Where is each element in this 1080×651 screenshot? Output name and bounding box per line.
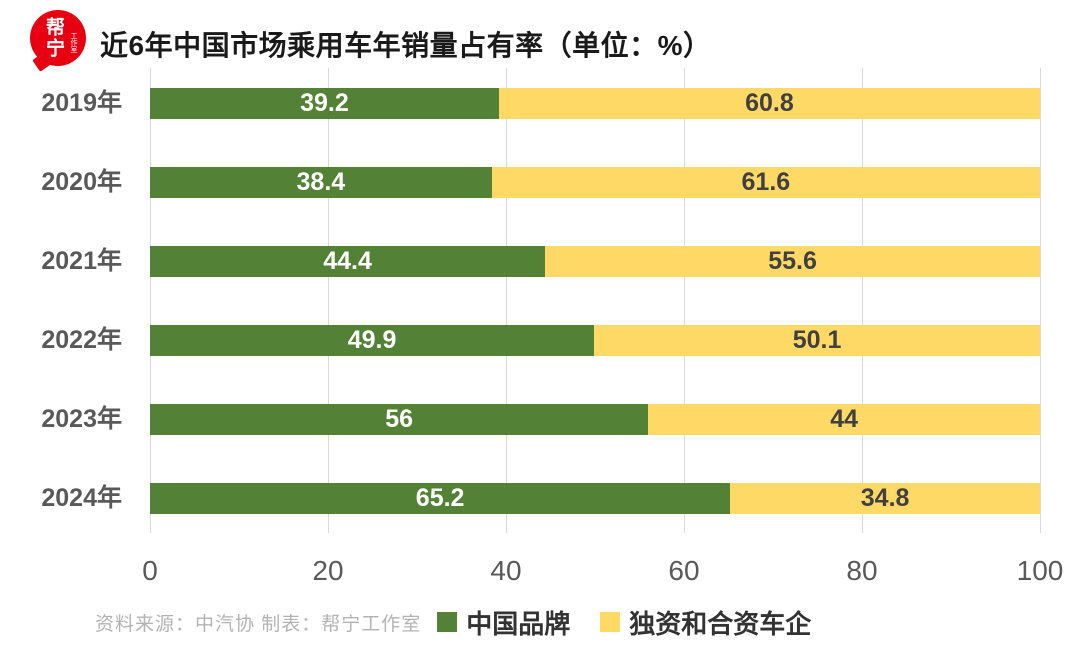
category-label: 2024年 — [41, 484, 122, 512]
category-label: 2021年 — [41, 247, 122, 275]
segment-foreign-joint-venture: 61.6 — [491, 167, 1040, 198]
segment-foreign-joint-venture: 44 — [648, 404, 1040, 435]
legend-item-foreign-joint-venture: 独资和合资车企 — [600, 604, 811, 641]
value-label: 65.2 — [415, 484, 465, 512]
x-axis-tick-label: 0 — [142, 555, 158, 586]
chart-title: 近6年中国市场乘用车年销量占有率（单位：%） — [100, 30, 712, 61]
legend-swatch-foreign-joint-venture — [600, 612, 621, 632]
segment-foreign-joint-venture: 60.8 — [498, 88, 1040, 119]
legend-swatch-china-brands — [437, 612, 458, 632]
value-label: 44 — [830, 405, 859, 433]
x-axis-tick-label: 100 — [1016, 555, 1064, 586]
segment-foreign-joint-venture: 50.1 — [594, 325, 1040, 356]
legend: 中国品牌 独资和合资车企 — [437, 604, 811, 641]
category-label: 2022年 — [41, 326, 122, 354]
category-label: 2023年 — [41, 405, 122, 433]
segment-foreign-joint-venture: 34.8 — [730, 483, 1040, 514]
legend-label: 独资和合资车企 — [629, 608, 812, 639]
segment-china-brands: 39.2 — [150, 88, 499, 119]
stacked-bar: 44.4 55.6 — [150, 246, 1040, 277]
segment-china-brands: 56 — [150, 404, 649, 435]
gridline — [150, 68, 151, 533]
category-label: 2020年 — [41, 168, 122, 196]
value-label: 56 — [385, 405, 414, 433]
gridline — [862, 68, 863, 533]
logo-speech-bubble-icon: 帮宁 工作室 — [30, 10, 86, 66]
segment-china-brands: 38.4 — [150, 167, 492, 198]
legend-label: 中国品牌 — [466, 608, 571, 639]
gridline — [684, 68, 685, 533]
stacked-bar: 56 44 — [150, 404, 1040, 435]
segment-foreign-joint-venture: 55.6 — [545, 246, 1040, 277]
stacked-bar: 65.2 34.8 — [150, 483, 1040, 514]
value-label: 60.8 — [745, 89, 794, 117]
stacked-bar: 49.9 50.1 — [150, 325, 1040, 356]
segment-china-brands: 65.2 — [150, 483, 731, 514]
value-label: 55.6 — [768, 247, 817, 275]
value-label: 61.6 — [741, 168, 791, 196]
value-label: 38.4 — [296, 168, 346, 196]
value-label: 49.9 — [347, 326, 397, 354]
bangning-studio-logo: 帮宁 工作室 — [28, 8, 90, 70]
gridline — [506, 68, 507, 533]
bar-row: 2021年 44.4 55.6 — [41, 246, 1040, 277]
x-axis-tick-label: 80 — [846, 555, 878, 586]
bar-row: 2020年 38.4 61.6 — [41, 167, 1040, 198]
x-axis-tick-label: 20 — [312, 555, 344, 586]
logo-sub-text: 工作室 — [70, 32, 77, 53]
value-label: 34.8 — [860, 484, 910, 512]
footer: 资料来源：中汽协 制表：帮宁工作室 中国品牌 独资和合资车企 — [95, 603, 811, 641]
segment-china-brands: 44.4 — [150, 246, 546, 277]
bar-row: 2019年 39.2 60.8 — [41, 88, 1040, 119]
x-axis-tick-label: 40 — [490, 555, 522, 586]
gridline — [328, 68, 329, 533]
gridline — [1040, 68, 1041, 533]
stacked-bar: 39.2 60.8 — [150, 88, 1040, 119]
stacked-bar: 38.4 61.6 — [150, 167, 1040, 198]
segment-china-brands: 49.9 — [150, 325, 595, 356]
x-axis-tick-label: 60 — [668, 555, 700, 586]
category-label: 2019年 — [41, 89, 122, 117]
value-label: 39.2 — [300, 89, 349, 117]
legend-item-china-brands: 中国品牌 — [437, 604, 570, 641]
bar-row: 2022年 49.9 50.1 — [41, 325, 1040, 356]
bar-row: 2024年 65.2 34.8 — [41, 483, 1040, 514]
value-label: 44.4 — [323, 247, 372, 275]
plot-area: 0 20 40 60 80 100 2019年 39.2 60.8 2020年 38.4 61.6 20… — [41, 68, 1063, 586]
logo-main-text: 帮宁 — [43, 17, 64, 59]
bar-row: 2023年 56 44 — [41, 404, 1040, 435]
source-note: 资料来源：中汽协 制表：帮宁工作室 — [95, 613, 422, 635]
value-label: 50.1 — [792, 326, 842, 354]
